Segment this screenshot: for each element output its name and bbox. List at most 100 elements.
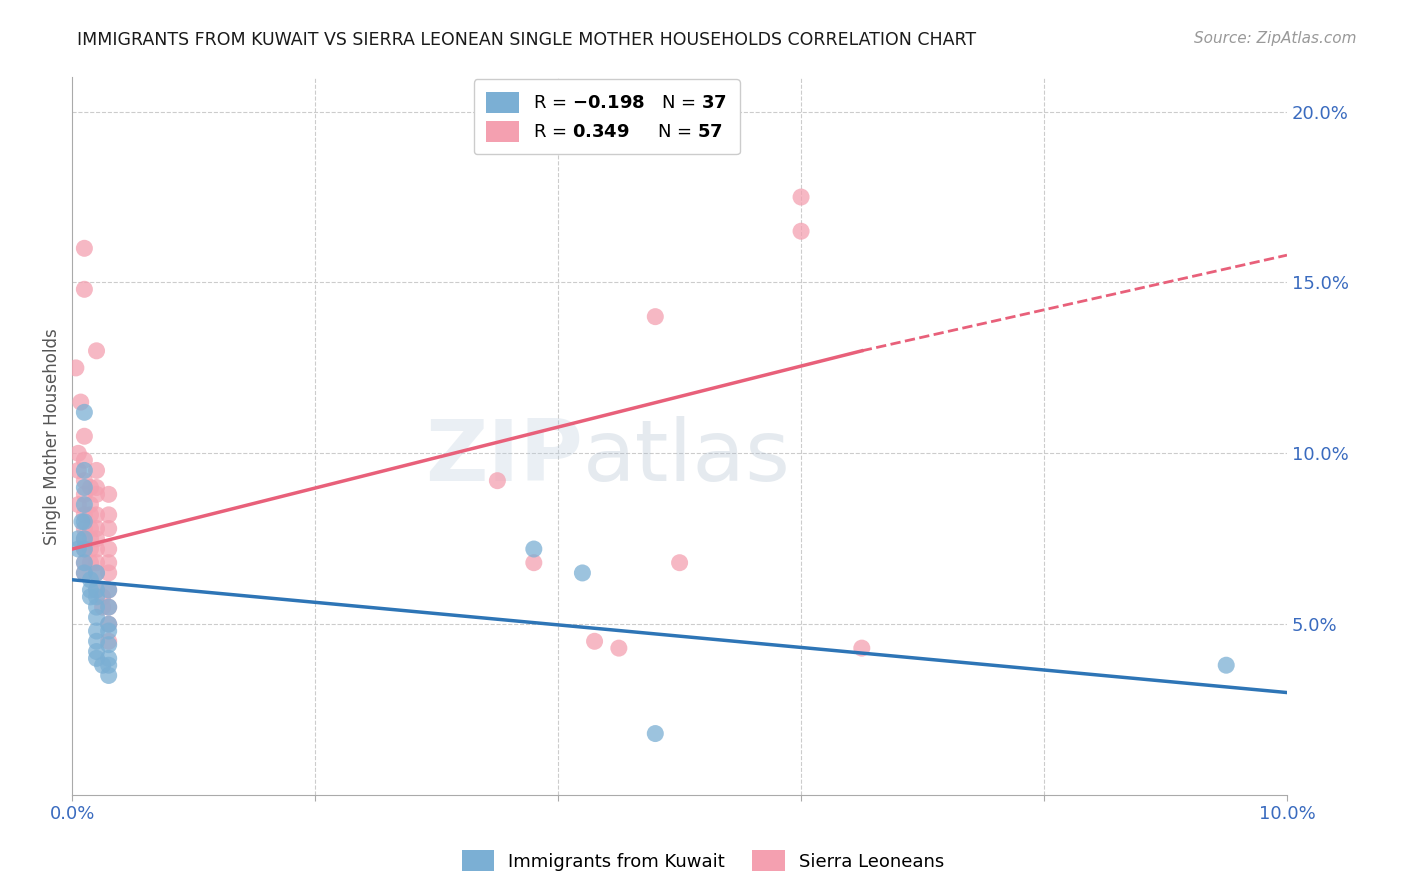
Point	[86, 481, 108, 495]
Point	[97, 651, 120, 665]
Point	[86, 522, 108, 536]
Point	[86, 463, 108, 477]
Point	[67, 541, 90, 556]
Point	[73, 556, 96, 570]
Point	[97, 617, 120, 632]
Point	[73, 241, 96, 255]
Text: ZIP: ZIP	[425, 417, 582, 500]
Point	[79, 481, 101, 495]
Point	[86, 582, 108, 597]
Point	[851, 641, 873, 656]
Point	[79, 498, 101, 512]
Point	[69, 395, 91, 409]
Point	[73, 282, 96, 296]
Point	[73, 463, 96, 477]
Point	[97, 617, 120, 632]
Point	[97, 624, 120, 638]
Point	[86, 600, 108, 615]
Text: atlas: atlas	[582, 417, 790, 500]
Point	[1215, 658, 1237, 673]
Point	[67, 498, 90, 512]
Point	[67, 446, 90, 460]
Point	[97, 582, 120, 597]
Point	[86, 508, 108, 522]
Point	[668, 556, 690, 570]
Point	[86, 541, 108, 556]
Point	[79, 556, 101, 570]
Text: IMMIGRANTS FROM KUWAIT VS SIERRA LEONEAN SINGLE MOTHER HOUSEHOLDS CORRELATION CH: IMMIGRANTS FROM KUWAIT VS SIERRA LEONEAN…	[77, 31, 976, 49]
Point	[97, 634, 120, 648]
Point	[790, 190, 813, 204]
Point	[73, 522, 96, 536]
Point	[607, 641, 630, 656]
Point	[583, 634, 606, 648]
Point	[79, 522, 101, 536]
Point	[73, 481, 96, 495]
Point	[73, 515, 96, 529]
Point	[73, 405, 96, 419]
Point	[97, 566, 120, 580]
Point	[86, 610, 108, 624]
Y-axis label: Single Mother Households: Single Mother Households	[44, 328, 60, 545]
Point	[86, 343, 108, 358]
Text: Source: ZipAtlas.com: Source: ZipAtlas.com	[1194, 31, 1357, 46]
Point	[86, 566, 108, 580]
Point	[86, 582, 108, 597]
Point	[91, 600, 114, 615]
Point	[73, 487, 96, 501]
Point	[86, 590, 108, 604]
Point	[79, 590, 101, 604]
Legend: R = $\mathbf{-0.198}$   N = $\mathbf{37}$, R = $\mathbf{0.349}$     N = $\mathbf: R = $\mathbf{-0.198}$ N = $\mathbf{37}$,…	[474, 79, 740, 154]
Point	[523, 556, 546, 570]
Point	[790, 224, 813, 238]
Point	[79, 532, 101, 546]
Point	[86, 566, 108, 580]
Point	[97, 600, 120, 615]
Point	[86, 651, 108, 665]
Point	[523, 541, 546, 556]
Point	[79, 573, 101, 587]
Point	[97, 556, 120, 570]
Point	[91, 590, 114, 604]
Point	[86, 624, 108, 638]
Point	[644, 310, 666, 324]
Point	[73, 429, 96, 443]
Point	[73, 556, 96, 570]
Point	[97, 638, 120, 652]
Point	[79, 582, 101, 597]
Point	[97, 658, 120, 673]
Point	[65, 360, 87, 375]
Point	[486, 474, 509, 488]
Point	[79, 508, 101, 522]
Point	[73, 508, 96, 522]
Point	[73, 474, 96, 488]
Point	[67, 463, 90, 477]
Point	[86, 644, 108, 658]
Point	[79, 541, 101, 556]
Point	[91, 658, 114, 673]
Point	[97, 522, 120, 536]
Point	[97, 600, 120, 615]
Point	[70, 515, 93, 529]
Point	[86, 532, 108, 546]
Legend: Immigrants from Kuwait, Sierra Leoneans: Immigrants from Kuwait, Sierra Leoneans	[454, 843, 952, 879]
Point	[97, 541, 120, 556]
Point	[97, 508, 120, 522]
Point	[86, 556, 108, 570]
Point	[644, 726, 666, 740]
Point	[97, 668, 120, 682]
Point	[73, 532, 96, 546]
Point	[67, 532, 90, 546]
Point	[73, 566, 96, 580]
Point	[97, 582, 120, 597]
Point	[73, 566, 96, 580]
Point	[86, 634, 108, 648]
Point	[73, 541, 96, 556]
Point	[97, 487, 120, 501]
Point	[571, 566, 593, 580]
Point	[73, 541, 96, 556]
Point	[73, 453, 96, 467]
Point	[73, 532, 96, 546]
Point	[86, 487, 108, 501]
Point	[73, 498, 96, 512]
